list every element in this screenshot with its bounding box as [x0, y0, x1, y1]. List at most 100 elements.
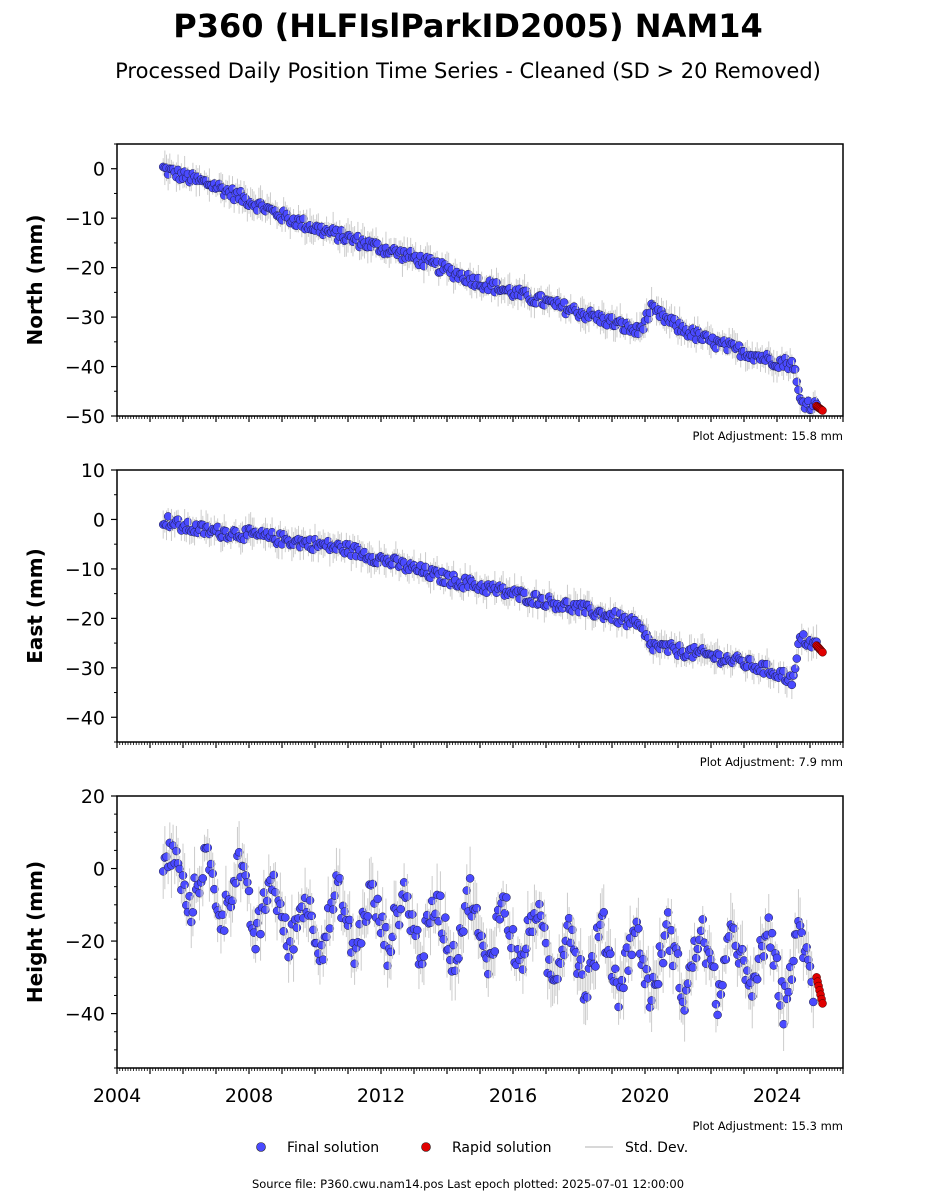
height-final-point — [680, 1006, 689, 1015]
height-final-point — [642, 964, 651, 974]
height-ytick-label: −20 — [65, 931, 105, 953]
height-final-point — [500, 909, 509, 918]
height-final-point — [696, 926, 706, 936]
north-rapid-point — [818, 406, 827, 415]
height-final-point — [328, 905, 338, 914]
height-final-point — [462, 886, 472, 895]
height-final-point — [436, 891, 445, 901]
east-final-point — [746, 655, 755, 664]
height-final-point — [619, 983, 628, 993]
east-ytick-label: −20 — [65, 608, 105, 630]
legend-rapid-marker — [421, 1142, 431, 1152]
height-panel: 20 0 −20 −40 2004 2008 2012 2016 2020 2024 Height … — [23, 786, 844, 1133]
height-final-point — [779, 1019, 788, 1029]
east-final-point — [787, 680, 797, 690]
height-final-point — [583, 993, 592, 1002]
height-final-point — [335, 874, 344, 883]
height-final-point — [188, 908, 198, 917]
height-final-point — [535, 899, 544, 909]
east-final-point — [520, 588, 529, 598]
height-final-point — [403, 892, 412, 901]
height-final-point — [490, 947, 500, 956]
height-final-point — [784, 987, 793, 997]
east-rapid-point — [818, 647, 827, 657]
height-final-point — [599, 908, 608, 917]
height-final-point — [256, 929, 265, 939]
height-final-point — [627, 950, 637, 960]
height-final-point — [459, 927, 468, 936]
height-final-point — [787, 975, 797, 984]
height-ytick-label: −40 — [65, 1004, 105, 1026]
north-ytick-label: 0 — [93, 159, 105, 181]
north-final-point — [794, 385, 803, 395]
height-final-point — [325, 924, 335, 933]
height-final-point — [388, 932, 397, 942]
height-final-point — [172, 846, 181, 856]
height-final-point — [319, 955, 328, 964]
height-final-point — [617, 975, 627, 985]
legend-rapid-label: Rapid solution — [452, 1140, 552, 1156]
height-final-point — [502, 893, 511, 902]
legend-final-marker — [256, 1142, 266, 1152]
height-final-point — [772, 953, 782, 963]
height-final-point — [218, 910, 227, 919]
height-final-point — [713, 1010, 722, 1020]
height-data — [158, 821, 827, 1051]
height-final-point — [262, 896, 272, 906]
east-final-point — [790, 664, 800, 673]
height-final-point — [244, 886, 254, 896]
height-final-point — [667, 925, 676, 935]
north-data — [158, 150, 827, 416]
height-final-point — [269, 870, 278, 880]
north-ytick-label: −20 — [65, 258, 105, 280]
height-final-point — [614, 1002, 623, 1012]
height-final-point — [710, 962, 719, 972]
height-final-point — [307, 911, 316, 921]
east-ytick-label: −40 — [65, 707, 105, 729]
east-ylabel: East (mm) — [23, 548, 47, 664]
height-final-point — [591, 962, 600, 971]
height-final-point — [243, 878, 252, 887]
chart-subtitle: Processed Daily Position Time Series - C… — [115, 59, 821, 83]
height-final-point — [698, 915, 707, 924]
height-final-point — [766, 943, 775, 952]
east-final-point — [762, 659, 772, 669]
height-xtick-label: 2020 — [621, 1085, 669, 1107]
height-final-point — [208, 869, 217, 878]
height-final-point — [472, 903, 481, 913]
height-final-point — [276, 899, 285, 909]
height-final-point — [655, 942, 665, 951]
height-final-point — [639, 954, 648, 964]
height-final-point — [396, 904, 406, 914]
height-final-point — [658, 958, 668, 968]
east-adjustment: Plot Adjustment: 7.9 mm — [700, 755, 843, 769]
height-final-point — [210, 884, 219, 894]
height-final-point — [752, 975, 762, 984]
north-ytick-label: −30 — [65, 307, 105, 329]
height-final-point — [556, 959, 566, 968]
height-final-point — [378, 912, 387, 921]
height-final-point — [634, 924, 643, 933]
height-final-point — [576, 955, 585, 964]
height-final-point — [477, 931, 486, 941]
height-final-point — [767, 928, 777, 938]
height-final-point — [660, 931, 670, 940]
height-final-point — [718, 981, 727, 990]
height-ytick-label: 0 — [93, 859, 105, 881]
height-xtick-label: 2008 — [225, 1085, 273, 1107]
height-ytick-label: 20 — [81, 786, 105, 808]
height-xtick-label: 2024 — [753, 1085, 801, 1107]
height-final-point — [465, 874, 475, 883]
height-final-point — [305, 896, 315, 905]
height-final-point — [688, 963, 698, 972]
height-final-point — [738, 944, 747, 954]
height-final-point — [441, 913, 450, 922]
height-final-point — [322, 932, 331, 942]
height-final-point — [564, 913, 574, 923]
height-final-point — [394, 920, 404, 930]
legend-final-label: Final solution — [287, 1140, 379, 1156]
east-ytick-label: 0 — [93, 509, 105, 531]
height-final-point — [540, 923, 549, 932]
east-ytick-label: −10 — [65, 559, 105, 581]
height-final-point — [180, 880, 189, 889]
